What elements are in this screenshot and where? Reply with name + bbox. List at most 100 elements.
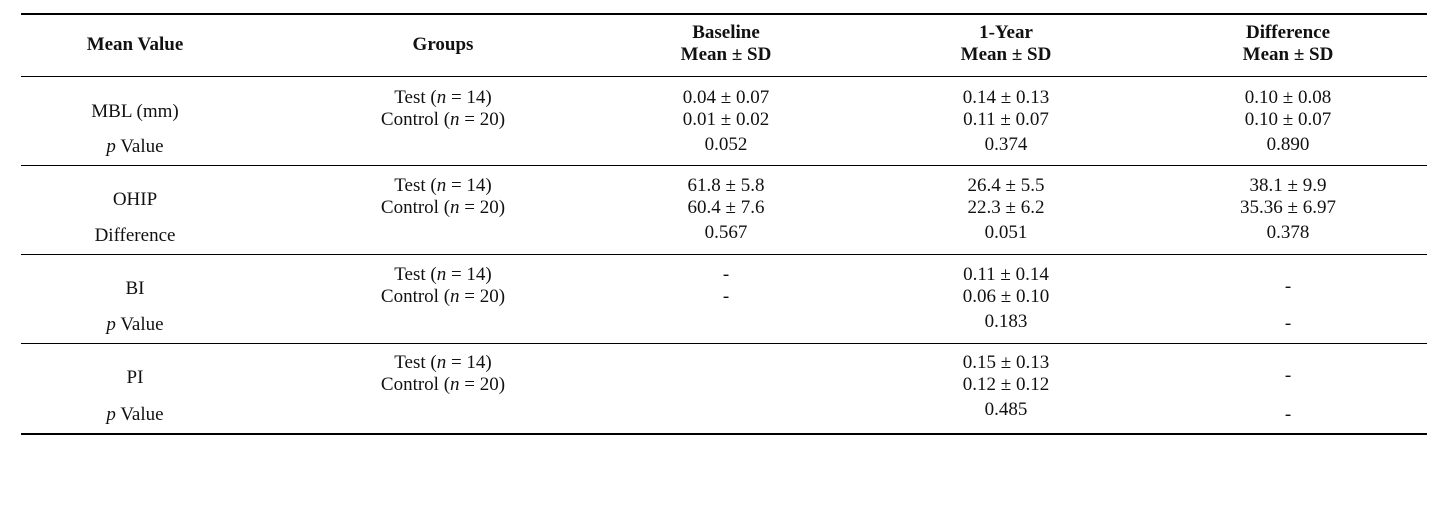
group-test: Test (n = 14) (343, 264, 543, 286)
difference-dash-bi-1: - (1284, 276, 1292, 297)
table-top-rule (21, 13, 1427, 15)
group-test-label: Test ( (394, 175, 437, 196)
n-italic: n (436, 352, 447, 373)
row-label-ohip: OHIP (112, 189, 158, 210)
value-p: 0.183 (984, 311, 1028, 332)
n-italic: n (436, 87, 447, 108)
header-baseline-sub: Mean ± SD (680, 44, 772, 65)
header-one-year: 1-Year Mean ± SD (906, 22, 1106, 66)
table-bottom-rule (21, 433, 1427, 435)
group-test-label: Test ( (394, 352, 437, 373)
row-sublabel-bi: p Value (40, 314, 230, 336)
row-sublabel-pi: p Value (40, 404, 230, 426)
group-test-n: = 14) (446, 264, 492, 285)
value-p: 0.052 (704, 134, 748, 155)
header-mean-value: Mean Value (86, 34, 184, 55)
header-bottom-rule (21, 76, 1427, 77)
group-control-n: = 20) (459, 374, 506, 395)
value-test: - (722, 264, 730, 285)
value-control: 22.3 ± 6.2 (967, 197, 1045, 218)
value-control: 0.01 ± 0.02 (682, 109, 770, 130)
group-control: Control (n = 20) (343, 286, 543, 308)
value-test: 0.11 ± 0.14 (963, 264, 1049, 285)
header-one-year-sub: Mean ± SD (960, 44, 1052, 65)
n-italic: n (450, 374, 460, 395)
n-italic: n (450, 109, 460, 130)
value-control: 0.06 ± 0.10 (962, 286, 1050, 307)
sublabel-rest: Value (115, 404, 164, 425)
n-italic: n (436, 264, 447, 285)
group-test-label: Test ( (394, 264, 437, 285)
section-divider (21, 165, 1427, 166)
group-test: Test (n = 14) (343, 87, 543, 109)
value-control: 0.10 ± 0.07 (1244, 109, 1332, 130)
group-control-label: Control ( (380, 286, 451, 307)
group-test: Test (n = 14) (343, 175, 543, 197)
p-italic: p (106, 314, 116, 335)
value-p: 0.374 (984, 134, 1028, 155)
group-cell-mbl: Test (n = 14) Control (n = 20) (343, 87, 543, 131)
n-italic: n (450, 197, 460, 218)
n-italic: n (436, 175, 447, 196)
row-label-pi: PI (126, 367, 144, 388)
value-test: 61.8 ± 5.8 (687, 175, 765, 196)
group-test-n: = 14) (446, 175, 492, 196)
difference-dash-pi-1: - (1284, 365, 1292, 386)
p-italic: p (106, 136, 116, 157)
difference-cell-ohip: 38.1 ± 9.9 35.36 ± 6.97 0.378 (1188, 175, 1388, 244)
sublabel-rest: Value (115, 314, 164, 335)
row-sublabel-mbl: p Value (40, 136, 230, 158)
one-year-cell-mbl: 0.14 ± 0.13 0.11 ± 0.07 0.374 (906, 87, 1106, 156)
group-cell-ohip: Test (n = 14) Control (n = 20) (343, 175, 543, 219)
header-difference-sub: Mean ± SD (1242, 44, 1334, 65)
difference-dash-bi-2: - (1284, 313, 1292, 334)
sublabel-rest: Difference (94, 225, 176, 246)
header-one-year-title: 1-Year (979, 22, 1033, 43)
group-control: Control (n = 20) (343, 374, 543, 396)
group-cell-bi: Test (n = 14) Control (n = 20) (343, 264, 543, 308)
row-sublabel-ohip: Difference (40, 225, 230, 247)
n-italic: n (450, 286, 460, 307)
value-p: 0.890 (1266, 134, 1310, 155)
header-difference: Difference Mean ± SD (1188, 22, 1388, 66)
value-p: 0.378 (1266, 222, 1310, 243)
group-control-label: Control ( (380, 374, 451, 395)
one-year-cell-pi: 0.15 ± 0.13 0.12 ± 0.12 0.485 (906, 352, 1106, 421)
value-test: 0.15 ± 0.13 (962, 352, 1050, 373)
p-italic: p (106, 404, 116, 425)
row-label-bi: BI (125, 278, 145, 299)
group-control-label: Control ( (380, 197, 451, 218)
value-control: - (722, 286, 730, 307)
value-test: 26.4 ± 5.5 (967, 175, 1045, 196)
group-control-n: = 20) (459, 197, 506, 218)
value-control: 0.11 ± 0.07 (963, 109, 1049, 130)
value-control: 60.4 ± 7.6 (687, 197, 765, 218)
group-control: Control (n = 20) (343, 197, 543, 219)
one-year-cell-ohip: 26.4 ± 5.5 22.3 ± 6.2 0.051 (906, 175, 1106, 244)
group-control-n: = 20) (459, 109, 506, 130)
header-baseline-title: Baseline (692, 22, 760, 43)
value-p: 0.567 (704, 222, 748, 243)
section-divider (21, 343, 1427, 344)
difference-cell-mbl: 0.10 ± 0.08 0.10 ± 0.07 0.890 (1188, 87, 1388, 156)
value-test: 0.14 ± 0.13 (962, 87, 1050, 108)
group-test-n: = 14) (446, 352, 492, 373)
group-test-label: Test ( (394, 87, 437, 108)
group-test: Test (n = 14) (343, 352, 543, 374)
header-difference-title: Difference (1245, 22, 1331, 43)
value-control: 0.12 ± 0.12 (962, 374, 1050, 395)
group-cell-pi: Test (n = 14) Control (n = 20) (343, 352, 543, 396)
difference-dash-pi-2: - (1284, 404, 1292, 425)
value-p: 0.485 (984, 399, 1028, 420)
value-test: 0.04 ± 0.07 (682, 87, 770, 108)
value-control: 35.36 ± 6.97 (1240, 197, 1336, 218)
value-p: 0.051 (984, 222, 1028, 243)
one-year-cell-bi: 0.11 ± 0.14 0.06 ± 0.10 0.183 (906, 264, 1106, 333)
baseline-cell-mbl: 0.04 ± 0.07 0.01 ± 0.02 0.052 (626, 87, 826, 156)
baseline-cell-bi: - - (626, 264, 826, 308)
value-test: 38.1 ± 9.9 (1249, 175, 1327, 196)
sublabel-rest: Value (115, 136, 164, 157)
header-groups: Groups (412, 34, 474, 55)
baseline-cell-ohip: 61.8 ± 5.8 60.4 ± 7.6 0.567 (626, 175, 826, 244)
group-control-label: Control ( (380, 109, 451, 130)
